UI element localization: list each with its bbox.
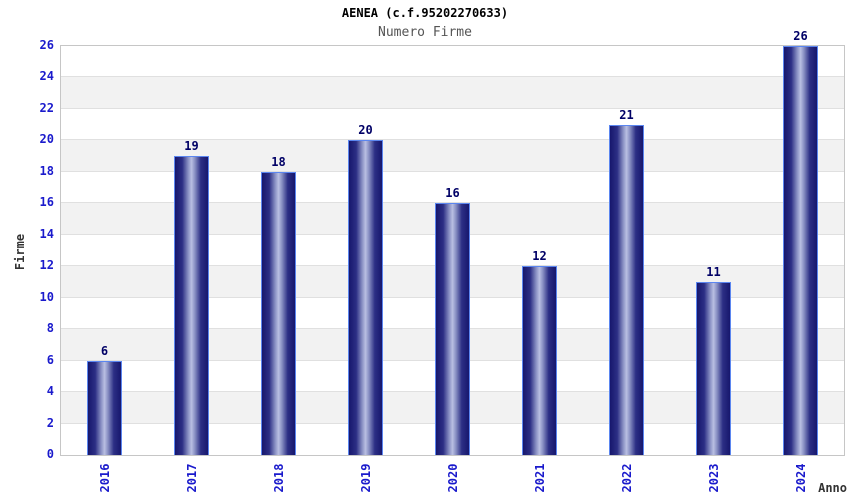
x-tick-label: 2024 bbox=[793, 463, 808, 493]
y-tick-label: 2 bbox=[46, 415, 54, 430]
bar-value-label: 11 bbox=[706, 264, 721, 279]
x-tick-label: 2016 bbox=[97, 463, 112, 493]
plot-area bbox=[60, 45, 845, 456]
y-tick-label: 10 bbox=[39, 289, 54, 304]
y-tick-label: 14 bbox=[39, 226, 54, 241]
grid-band bbox=[61, 77, 844, 109]
y-tick-label: 0 bbox=[46, 447, 54, 461]
y-tick-label: 6 bbox=[46, 352, 54, 367]
bar-2021 bbox=[522, 266, 557, 455]
bar-2019 bbox=[348, 140, 383, 455]
bar-value-label: 18 bbox=[271, 154, 286, 169]
bar-value-label: 6 bbox=[100, 343, 109, 358]
y-tick-label: 26 bbox=[39, 38, 54, 52]
grid-band bbox=[61, 108, 844, 141]
bar-2018 bbox=[261, 171, 296, 455]
y-tick-label: 8 bbox=[46, 321, 54, 336]
y-tick-label: 20 bbox=[39, 132, 54, 147]
bar-value-label: 20 bbox=[358, 123, 373, 138]
y-tick-label: 22 bbox=[39, 100, 54, 115]
y-tick-label: 16 bbox=[39, 195, 54, 210]
y-tick-label: 4 bbox=[46, 384, 54, 399]
x-tick-label: 2019 bbox=[358, 463, 373, 493]
x-tick-label: 2017 bbox=[184, 463, 199, 493]
grid-line bbox=[61, 139, 844, 141]
x-axis-title: Anno bbox=[818, 481, 847, 495]
grid-line bbox=[61, 202, 844, 204]
x-tick-label: 2020 bbox=[445, 463, 460, 493]
grid-line bbox=[61, 76, 844, 78]
bar-value-label: 21 bbox=[619, 107, 634, 122]
grid-line bbox=[61, 170, 844, 172]
y-tick-label: 24 bbox=[39, 69, 54, 84]
grid-band bbox=[61, 46, 844, 78]
bar-2023 bbox=[696, 281, 731, 455]
bar-value-label: 26 bbox=[793, 29, 808, 43]
bar-value-label: 19 bbox=[184, 139, 199, 154]
x-tick-label: 2023 bbox=[706, 463, 721, 493]
bar-value-label: 12 bbox=[532, 249, 547, 264]
bar-2016 bbox=[87, 360, 122, 455]
bar-2024 bbox=[783, 46, 818, 455]
y-axis-title: Firme bbox=[13, 233, 27, 271]
bar-2017 bbox=[174, 156, 209, 455]
bar-value-label: 16 bbox=[445, 186, 460, 201]
chart-title: AENEA (c.f.95202270633) bbox=[341, 6, 509, 20]
x-tick-label: 2022 bbox=[619, 463, 634, 493]
chart-subtitle: Numero Firme bbox=[378, 25, 472, 40]
x-tick-label: 2018 bbox=[271, 463, 286, 493]
x-tick-label: 2021 bbox=[532, 463, 547, 493]
bar-2022 bbox=[609, 124, 644, 455]
y-tick-label: 12 bbox=[39, 258, 54, 273]
grid-line bbox=[61, 107, 844, 109]
bar-2020 bbox=[435, 203, 470, 455]
y-tick-label: 18 bbox=[39, 163, 54, 178]
